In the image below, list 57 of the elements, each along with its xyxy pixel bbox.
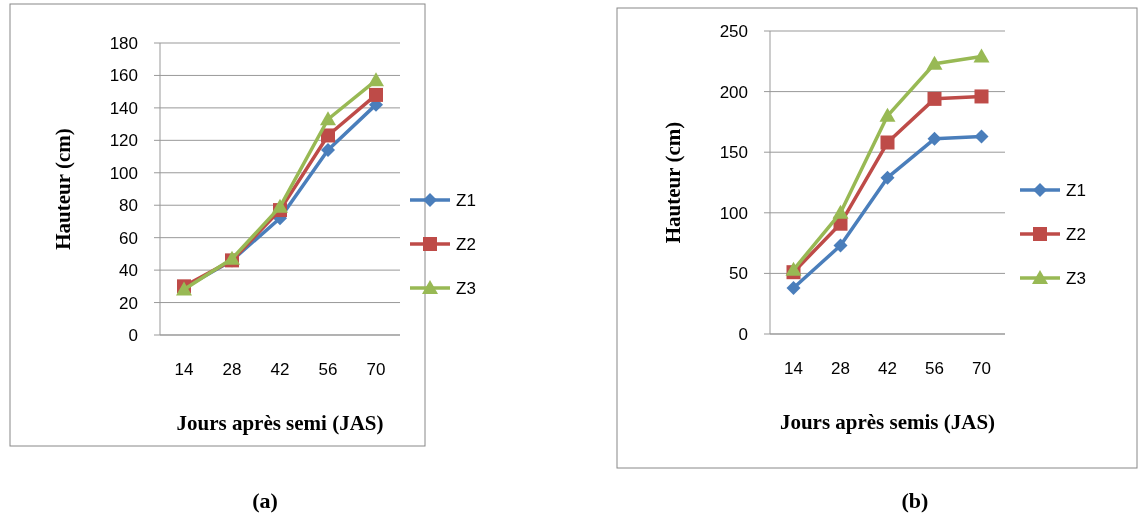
y-tick-label: 60 [119,228,138,248]
point [320,111,336,126]
point [927,91,942,106]
point [927,131,942,146]
point [786,280,801,295]
x-tick-label: 28 [222,360,242,379]
point [973,48,990,63]
point [369,87,383,102]
point [832,204,849,219]
point [785,261,802,276]
x-tick-label: 28 [831,359,850,378]
x-tick-label: 14 [174,360,194,379]
text: (a) [252,488,278,513]
y-tick-label: 100 [109,163,138,183]
y-axis-title: Hauteur (cm) [661,121,685,244]
legend-label: Z2 [456,234,476,254]
legend-label: Z1 [456,190,476,210]
y-axis-title: Hauteur (cm) [51,128,75,250]
y-tick-label: 20 [119,293,138,313]
y-tick-label: 120 [109,131,138,151]
y-tick-label: 80 [119,196,138,216]
y-tick-label: 160 [109,66,138,86]
point [321,128,335,143]
point [321,143,335,158]
point [879,107,896,122]
x-tick-label: 70 [972,359,991,378]
x-tick-label: 14 [784,359,803,378]
y-tick-label: 100 [719,203,748,223]
y-tick-label: 180 [109,33,138,53]
point [974,89,989,104]
point [880,135,895,150]
legend-label: Z3 [456,278,476,298]
x-tick-label: 56 [925,359,944,378]
y-tick-label: 0 [128,325,138,345]
y-tick-label: 50 [729,264,748,284]
x-tick-label: 42 [270,360,290,379]
y-tick-label: 150 [719,143,748,163]
legend-label: Z2 [1066,224,1086,244]
legend-label: Z1 [1066,180,1086,200]
x-tick-label: 42 [878,359,897,378]
y-tick-label: 0 [738,324,748,344]
y-tick-label: 140 [109,98,138,118]
point [926,55,943,70]
x-axis-title: Jours après semi (JAS) [176,411,384,435]
x-tick-label: 70 [366,360,386,379]
point [974,129,989,144]
y-tick-label: 250 [719,21,748,41]
point [272,198,288,213]
y-tick-label: 40 [119,261,138,281]
x-tick-label: 56 [318,360,338,379]
x-axis-title: Jours après semis (JAS) [779,410,996,434]
y-tick-label: 200 [719,82,748,102]
point [880,170,895,185]
point [833,238,848,253]
legend-label: Z3 [1066,268,1086,288]
text: (b) [901,488,929,513]
point [368,72,384,87]
